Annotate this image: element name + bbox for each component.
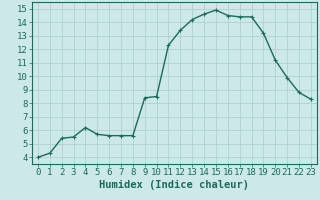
X-axis label: Humidex (Indice chaleur): Humidex (Indice chaleur) xyxy=(100,180,249,190)
